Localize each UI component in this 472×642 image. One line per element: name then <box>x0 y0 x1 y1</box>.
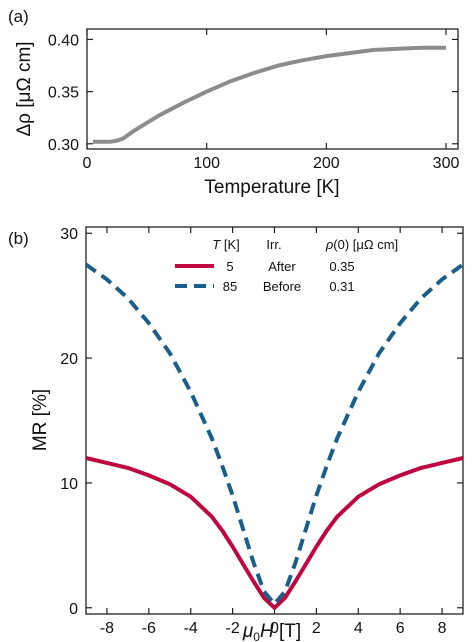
panel-b-ytick-label: 20 <box>60 351 78 368</box>
legend-header-t-unit: [K] <box>220 237 240 252</box>
panel-a-label: (a) <box>8 7 29 26</box>
panel-b-label: (b) <box>8 229 29 248</box>
legend-irr-85K: Before <box>263 279 301 294</box>
legend-rho-5K: 0.35 <box>329 259 354 274</box>
panel-a-ytick-label: 0.40 <box>48 32 79 49</box>
panel-a-frame <box>86 28 459 150</box>
panel-a-series-line-0 <box>93 45 446 144</box>
panel-b-ytick-label: 0 <box>69 601 78 618</box>
panel-b-xtick-label: 2 <box>312 620 321 637</box>
panel-a-xtick-label: 200 <box>313 155 340 172</box>
panel-a-xtick-label: 300 <box>433 155 460 172</box>
panel-a-xtick-label: 0 <box>83 155 92 172</box>
panel-a-series <box>93 45 446 144</box>
panel-b-xtick-label: 8 <box>438 620 447 637</box>
panel-b-ticks: -8 -6 -4 -2 0 2 4 6 8 0 10 20 30 <box>60 226 463 637</box>
legend-header-rho-rest: (0) [μΩ cm] <box>333 237 398 252</box>
panel-b-xlabel-h: H <box>260 621 274 642</box>
panel-a-ticks: 0 100 200 300 0.30 0.35 0.40 <box>48 29 460 172</box>
panel-b-xtick-label: -8 <box>100 620 114 637</box>
panel-a-xtick-label: 100 <box>193 155 220 172</box>
legend-header-t-symbol: T <box>212 237 221 252</box>
panel-b-xtick-label: -4 <box>184 620 198 637</box>
panel-a-xlabel: Temperature [K] <box>204 177 339 198</box>
panel-b-series-line-1 <box>84 262 465 606</box>
panel-a-ytick-label: 0.35 <box>48 85 79 102</box>
panel-b-ytick-label: 30 <box>60 226 78 243</box>
panel-b-ytick-label: 10 <box>60 476 78 493</box>
panel-b-series <box>84 262 465 610</box>
panel-b-xtick-label: 0 <box>270 620 279 637</box>
panel-b: (b) -8 -6 -4 -2 0 2 4 6 8 0 10 20 30 T [K] Irr. ρ(0)… <box>8 226 465 642</box>
legend: T [K] Irr. ρ(0) [μΩ cm] 5 After 0.35 85 … <box>175 237 398 294</box>
panel-a-ytick-label: 0.30 <box>48 137 79 154</box>
panel-b-series-line-0 <box>85 456 464 610</box>
legend-header-irr: Irr. <box>266 237 281 252</box>
panel-b-xtick-label: -2 <box>225 620 239 637</box>
legend-t-5K: 5 <box>226 259 233 274</box>
legend-rho-85K: 0.31 <box>329 279 354 294</box>
legend-irr-5K: After <box>268 259 296 274</box>
panel-b-xlabel-sub: 0 <box>253 630 260 642</box>
legend-header-rho-symbol: ρ <box>325 237 334 252</box>
panel-b-xtick-label: 6 <box>396 620 405 637</box>
panel-b-xlabel-unit: [T] <box>274 621 301 642</box>
panel-b-ylabel: MR [%] <box>30 389 51 451</box>
panel-a: (a) 0 100 200 300 0.30 0.35 0.40 Temperature [… <box>8 7 459 198</box>
panel-b-xtick-label: 4 <box>354 620 363 637</box>
panel-b-xlabel: μ0H [T] <box>242 621 301 642</box>
legend-header-rho: ρ(0) [μΩ cm] <box>325 237 398 252</box>
panel-b-xlabel-mu: μ <box>242 621 254 642</box>
legend-t-85K: 85 <box>223 279 237 294</box>
panel-a-ylabel: Δρ [μΩ cm] <box>14 41 35 136</box>
panel-b-xtick-label: -6 <box>142 620 156 637</box>
legend-header-t: T [K] <box>212 237 239 252</box>
